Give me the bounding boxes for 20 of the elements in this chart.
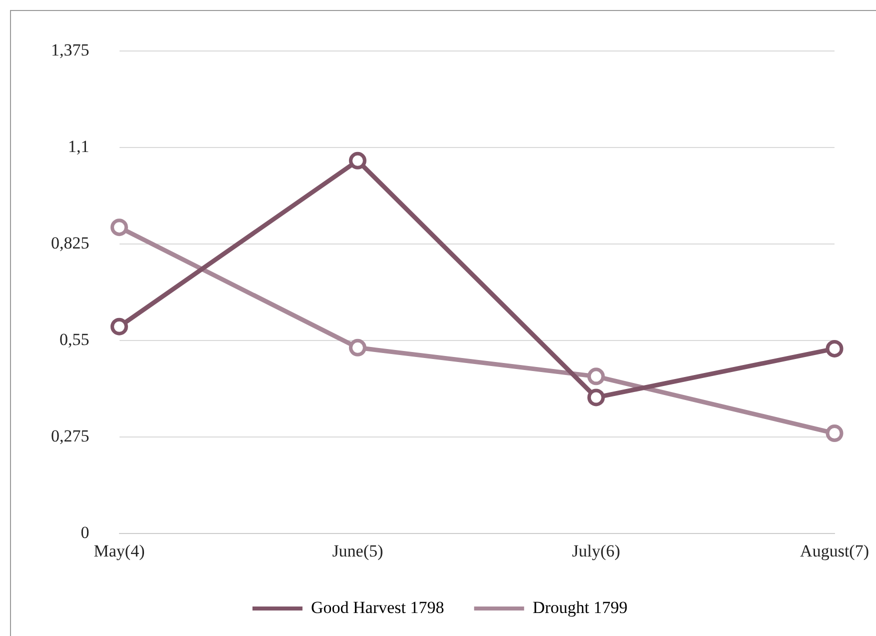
point xyxy=(587,388,605,406)
x-tick-label: July(6) xyxy=(572,541,620,560)
point xyxy=(110,318,128,336)
y-tick-label: 0,275 xyxy=(51,426,90,446)
legend-label: Drought 1799 xyxy=(532,598,628,617)
point xyxy=(826,340,844,358)
y-tick-label: 0 xyxy=(80,523,90,542)
point xyxy=(348,152,366,170)
point xyxy=(110,218,128,236)
point xyxy=(826,424,844,442)
y-tick-label: 1,375 xyxy=(51,40,90,60)
point xyxy=(348,338,366,356)
legend-label: Good Harvest 1798 xyxy=(310,598,444,617)
x-tick-label: June(5) xyxy=(332,541,384,560)
point xyxy=(587,368,605,386)
y-tick-label: 0,825 xyxy=(51,234,90,253)
x-tick-label: August(7) xyxy=(800,541,870,560)
y-tick-label: 0,55 xyxy=(60,330,90,350)
y-tick-label: 1,1 xyxy=(68,137,90,156)
x-tick-label: May(4) xyxy=(94,541,145,560)
